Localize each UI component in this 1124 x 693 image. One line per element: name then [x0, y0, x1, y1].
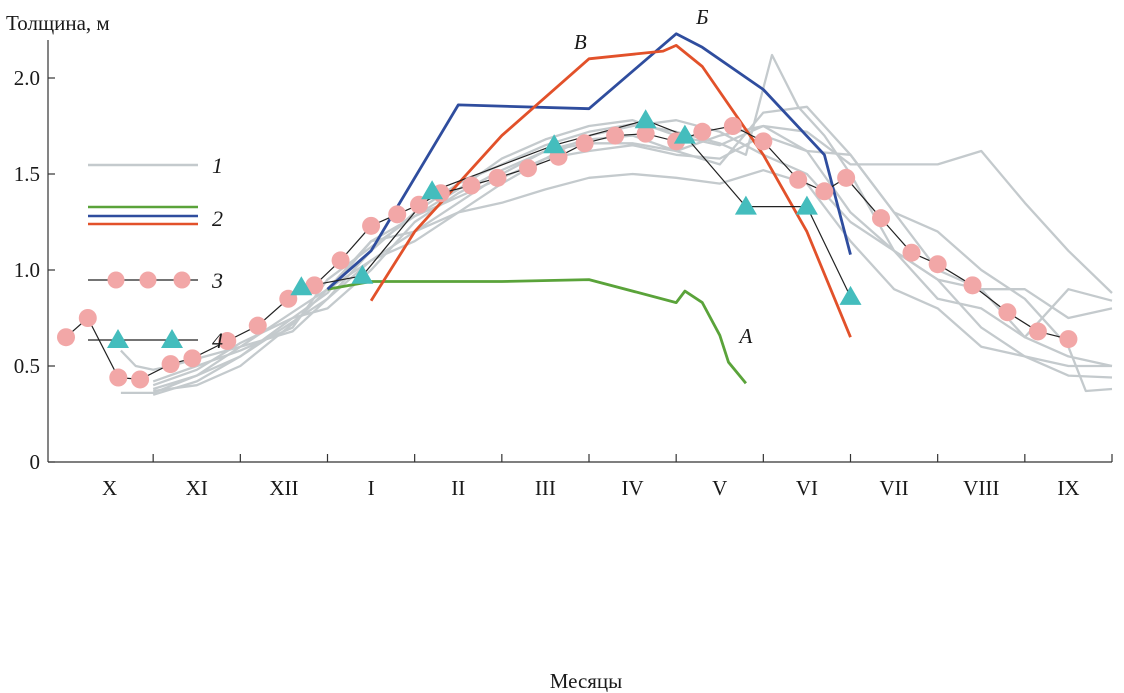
x-tick-label: IX: [1057, 476, 1079, 500]
series-4-point: [839, 285, 862, 305]
x-tick-label: IV: [621, 476, 643, 500]
series-3-point: [636, 124, 655, 143]
series-1-line: [153, 105, 1113, 393]
legend-marker-3: [107, 271, 125, 289]
series-3-point: [410, 195, 429, 214]
series-3-point: [963, 276, 982, 295]
series-3-point: [575, 134, 594, 153]
x-tick-label: II: [451, 476, 465, 500]
series-2-curve: [326, 32, 852, 291]
curve-labels: A Б В: [574, 5, 753, 348]
series-3-point: [789, 170, 808, 189]
x-tick-label: XII: [269, 476, 298, 500]
legend-marker-4: [107, 329, 129, 348]
series-3-point: [998, 303, 1017, 322]
legend-label-1: 1: [212, 153, 223, 178]
markers-layer: [57, 109, 1078, 389]
series-3-point: [902, 243, 921, 262]
x-axis-title: Месяцы: [550, 669, 623, 693]
series-3-point: [928, 255, 947, 274]
x-tick-label: XI: [186, 476, 208, 500]
series-3-point: [183, 349, 202, 368]
series-4-point: [421, 180, 444, 200]
x-tick-label: I: [368, 476, 375, 500]
series-3-point: [693, 122, 712, 141]
series-3-point: [57, 328, 75, 347]
x-tick-label: X: [102, 476, 117, 500]
series-4-point: [673, 124, 696, 144]
x-tick-label: III: [535, 476, 556, 500]
y-tick-label: 0: [30, 450, 41, 474]
series-4-point: [543, 134, 566, 154]
series-4-point: [634, 109, 657, 129]
series-3-point: [723, 117, 742, 135]
series-3-point: [78, 309, 97, 327]
x-tick-label: V: [712, 476, 727, 500]
series-3-point: [109, 368, 128, 387]
y-tick-label: 1.5: [14, 162, 40, 186]
axes: 00.51.01.52.0X XI XII I II III IV V VI VII VIII IX: [14, 40, 1113, 500]
legend-marker-3: [173, 271, 191, 289]
legend-label-2: 2: [212, 206, 223, 231]
legend-label-3: 3: [211, 268, 223, 293]
series-4-point: [734, 195, 757, 215]
series-3-point: [362, 216, 381, 235]
x-tick-label: VII: [880, 476, 909, 500]
curve-label: Б: [695, 5, 708, 29]
x-tick-label: VIII: [963, 476, 999, 500]
series-3-point: [488, 168, 507, 187]
series-3-point: [872, 209, 891, 228]
series-3-point: [131, 370, 150, 389]
series-3-point: [754, 132, 773, 151]
y-tick-label: 0.5: [14, 354, 40, 378]
legend-marker-3: [139, 271, 157, 289]
series-3-point: [161, 355, 180, 374]
y-axis-title: Толщина, м: [6, 11, 110, 35]
series-4-point: [795, 195, 818, 215]
series-1-line: [152, 169, 1112, 391]
series-4-point: [351, 264, 374, 284]
series-3-point: [218, 332, 237, 351]
y-tick-label: 2.0: [14, 66, 40, 90]
series-3-point: [305, 276, 324, 295]
series-3-point: [388, 205, 407, 224]
series-3-point: [606, 126, 625, 145]
series-1-line: [152, 134, 1113, 383]
series-1-line: [152, 119, 1113, 387]
y-tick-label: 1.0: [14, 258, 40, 282]
series-3-point: [1028, 322, 1047, 341]
series-3-point: [1059, 330, 1078, 349]
x-tick-label: VI: [796, 476, 818, 500]
series-3-point: [815, 182, 834, 201]
series-3-point: [248, 316, 267, 335]
series-3-point: [837, 168, 856, 187]
series-3-point: [331, 251, 350, 270]
curve-label: A: [737, 324, 752, 348]
series-4-point: [290, 276, 313, 296]
series-1-line: [152, 124, 1113, 396]
legend-label-4: 4: [212, 328, 223, 353]
series-2-curve: [327, 278, 747, 385]
legend: 1 2 3 4: [88, 153, 223, 353]
series-3-point: [462, 176, 481, 195]
curve-label: В: [574, 30, 587, 54]
legend-marker-4: [161, 329, 183, 348]
series-3-point: [518, 159, 537, 178]
